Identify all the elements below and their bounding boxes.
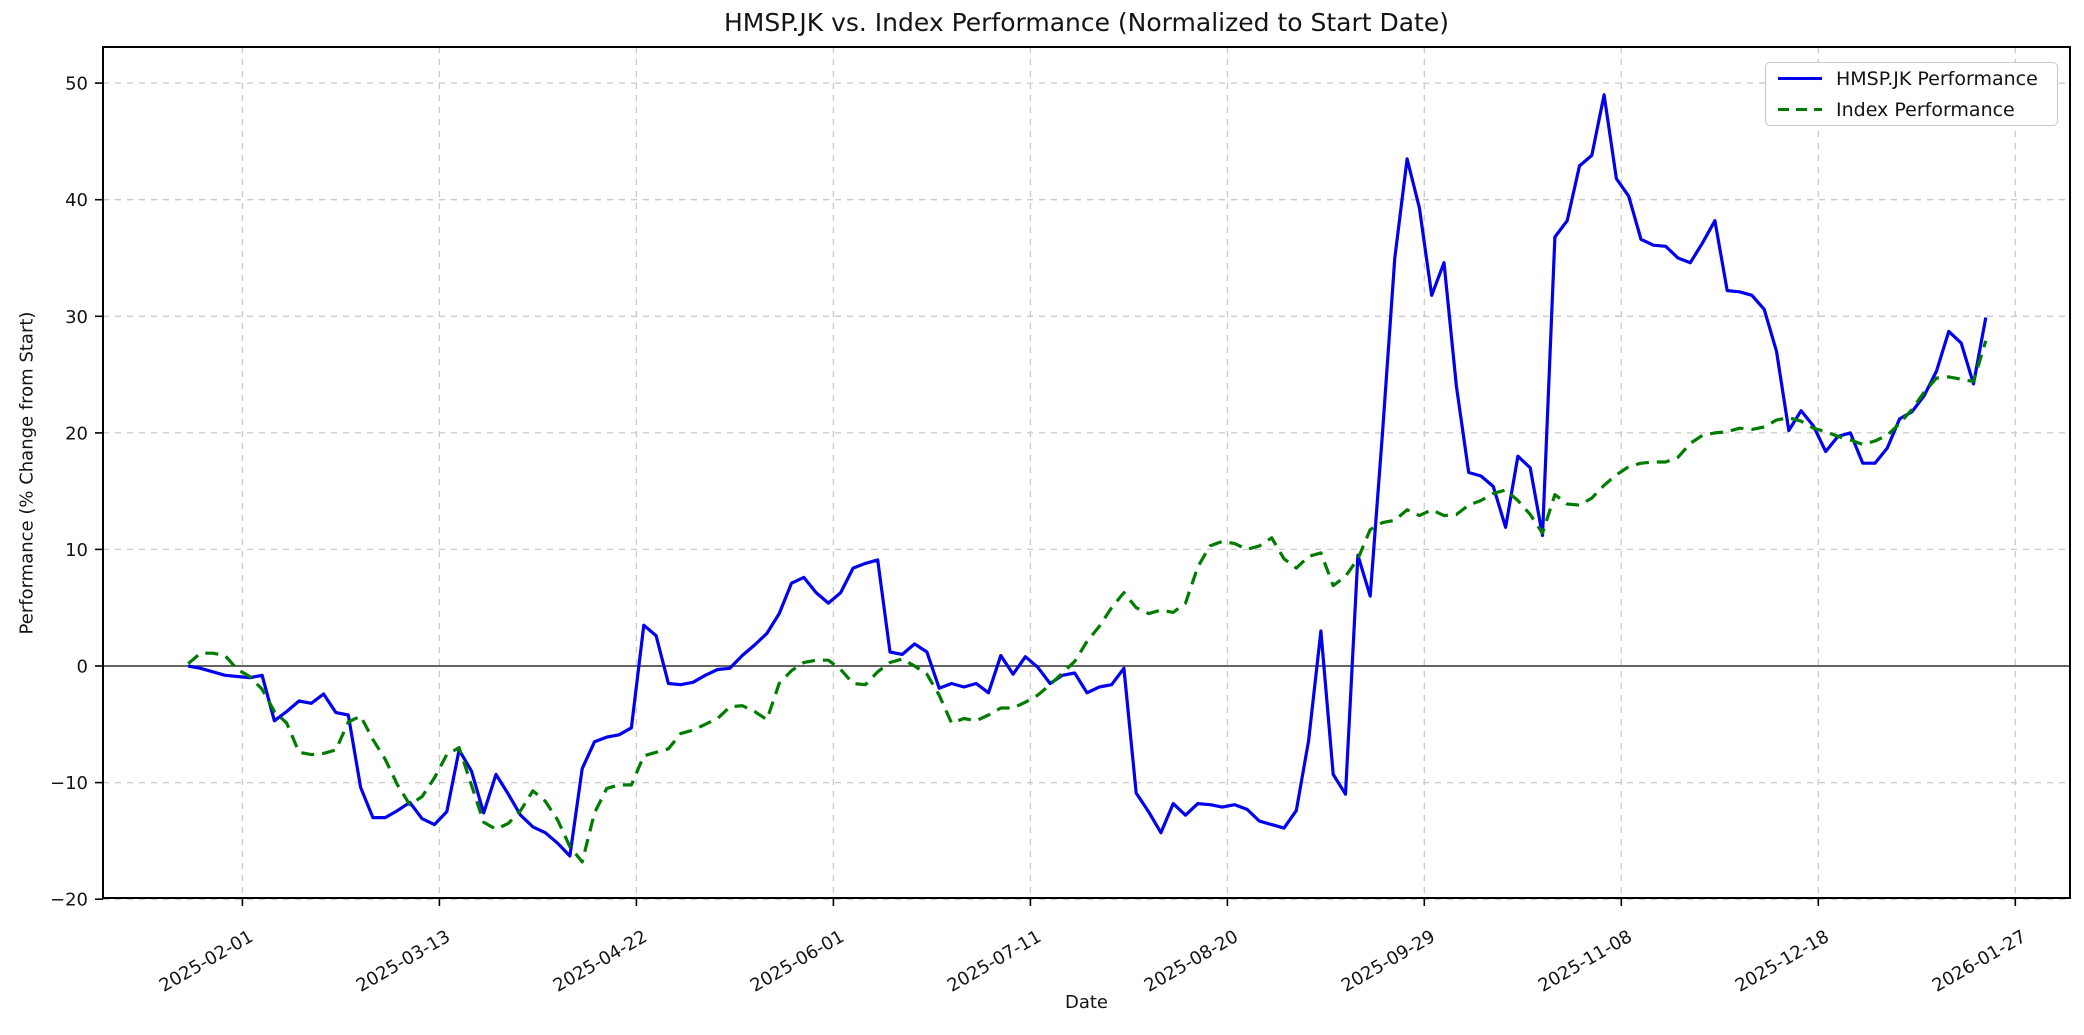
svg-text:40: 40 — [65, 190, 88, 211]
gridlines — [103, 47, 2070, 900]
svg-text:50: 50 — [65, 74, 88, 95]
svg-text:2025-07-11: 2025-07-11 — [944, 926, 1045, 996]
svg-text:−20: −20 — [50, 890, 88, 911]
svg-text:2025-09-29: 2025-09-29 — [1338, 926, 1439, 996]
legend-label-hmsp: HMSP.JK Performance — [1836, 67, 2038, 90]
legend-item-hmsp: HMSP.JK Performance — [1778, 68, 2045, 90]
legend-line-sample-blue-icon — [1778, 76, 1822, 81]
svg-text:2025-11-08: 2025-11-08 — [1535, 926, 1636, 996]
legend: HMSP.JK Performance Index Performance — [1765, 62, 2058, 126]
svg-text:−10: −10 — [50, 773, 88, 794]
svg-text:30: 30 — [65, 307, 88, 328]
svg-text:2025-04-22: 2025-04-22 — [550, 926, 651, 996]
svg-text:2025-06-01: 2025-06-01 — [747, 926, 848, 996]
svg-text:2026-01-27: 2026-01-27 — [1929, 926, 2030, 996]
x-axis-ticks: 2025-02-01 2025-03-13 2025-04-22 2025-06-01… — [156, 898, 2030, 997]
plot-border — [102, 46, 2071, 899]
chart-title: HMSP.JK vs. Index Performance (Normalize… — [724, 8, 1449, 37]
svg-text:2025-12-18: 2025-12-18 — [1732, 926, 1833, 996]
y-axis-ticks: −20 −10 0 10 20 30 40 50 — [50, 74, 103, 911]
svg-text:2025-02-01: 2025-02-01 — [156, 926, 257, 996]
x-axis-label: Date — [1064, 992, 1109, 1013]
series-line-index — [187, 340, 1988, 864]
series-line-hmsp — [187, 93, 1988, 858]
svg-text:10: 10 — [65, 540, 88, 561]
legend-item-index: Index Performance — [1778, 99, 2045, 121]
legend-label-index: Index Performance — [1836, 98, 2015, 121]
svg-text:2025-08-20: 2025-08-20 — [1141, 926, 1242, 996]
svg-text:20: 20 — [65, 423, 88, 444]
svg-text:2025-03-13: 2025-03-13 — [353, 926, 454, 996]
legend-line-sample-green-icon — [1778, 107, 1822, 112]
svg-text:0: 0 — [77, 657, 88, 678]
